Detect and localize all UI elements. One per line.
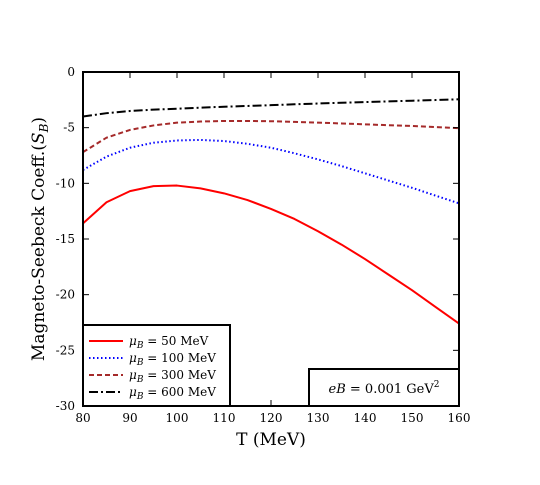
annotation-frame	[308, 368, 460, 407]
x-axis-label: T (MeV)	[236, 430, 306, 450]
y-tick-label: -10	[56, 176, 75, 190]
x-tick-label: 100	[166, 411, 189, 425]
y-axis-label: Magneto-Seebeck Coeff.(SB)	[29, 117, 51, 361]
ticks-layer: 80 90 100 110 120 130 140 150 160 0 -5 -10 -15 -20 -25…	[56, 65, 471, 425]
legend-label: μB = 600 MeV	[129, 385, 216, 402]
legend-label: μB = 300 MeV	[129, 368, 216, 385]
x-tick-label: 150	[401, 411, 424, 425]
series-layer	[82, 98, 460, 325]
x-tick-label: 130	[307, 411, 330, 425]
x-tick-label: 140	[354, 411, 377, 425]
x-tick-label: 90	[122, 411, 137, 425]
series-line	[82, 138, 460, 205]
annotation-text: eB = 0.001 GeV2	[329, 380, 440, 397]
y-tick-label: -15	[56, 232, 75, 246]
y-tick-label: -20	[56, 288, 75, 302]
x-tick-label: 120	[260, 411, 283, 425]
y-tick-label: -30	[56, 399, 75, 413]
series-line	[82, 184, 460, 325]
series-line	[82, 119, 460, 154]
legend-label: μB = 100 MeV	[129, 351, 216, 368]
y-tick-label: 0	[67, 65, 75, 79]
y-tick-label: -5	[63, 121, 75, 135]
x-tick-label: 80	[75, 411, 90, 425]
x-tick-label: 110	[213, 411, 236, 425]
legend-label: μB = 50 MeV	[129, 334, 209, 351]
series-line	[82, 98, 460, 118]
x-tick-label: 160	[448, 411, 471, 425]
annotation-box: eB = 0.001 GeV2	[308, 368, 460, 407]
y-tick-label: -25	[56, 343, 75, 357]
